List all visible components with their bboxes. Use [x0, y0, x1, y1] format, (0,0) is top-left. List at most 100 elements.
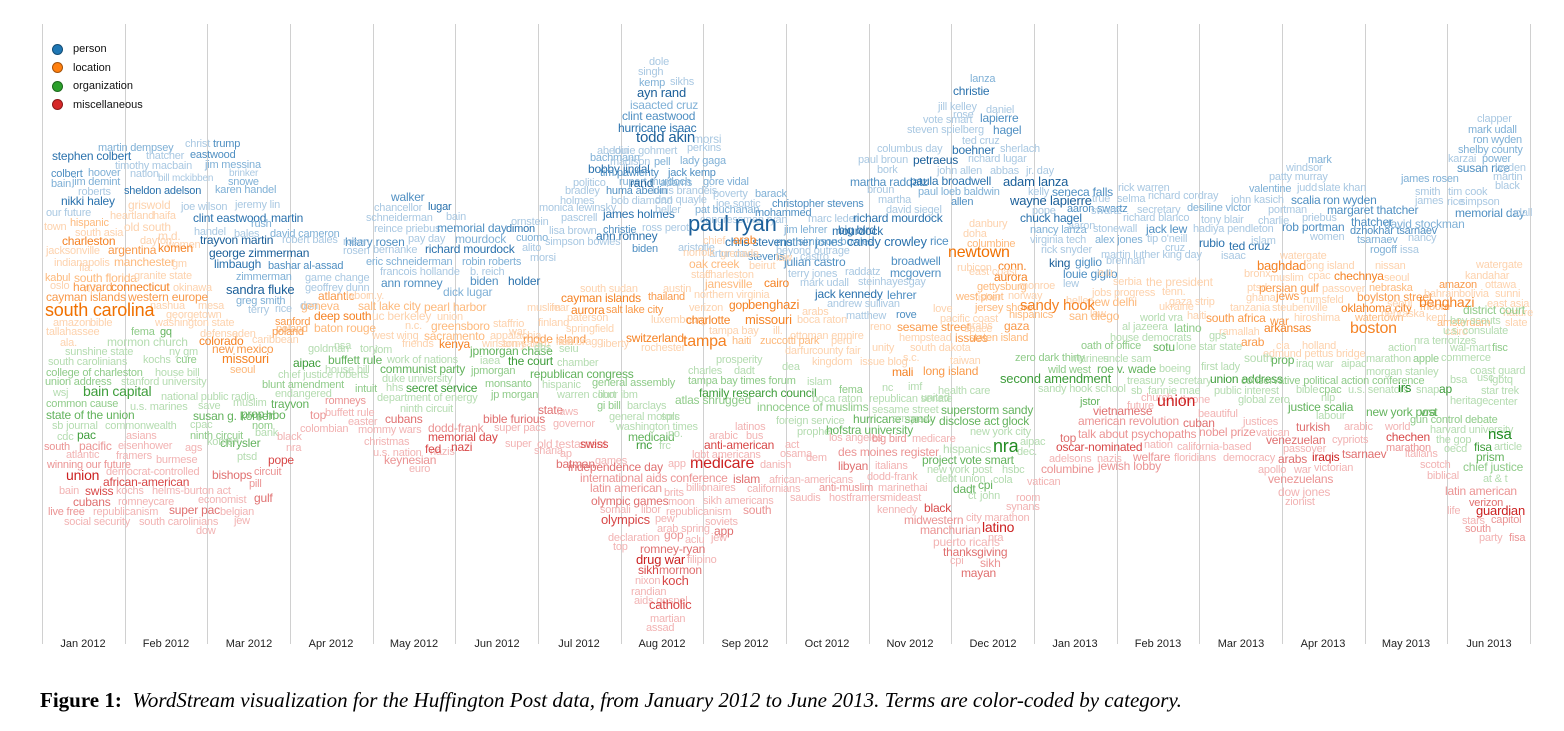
word-term-miscellaneous: california-based [1177, 440, 1252, 453]
word-term-organization: cpi [978, 477, 993, 492]
word-term-person: james rosen [1401, 172, 1459, 185]
word-term-organization: u.s. consulate [1443, 324, 1509, 337]
word-term-miscellaneous: anti-american [704, 437, 775, 452]
word-term-person: isaac [1221, 249, 1246, 262]
word-term-location: austin [663, 282, 692, 295]
word-term-miscellaneous: old testament [537, 436, 607, 451]
word-term-location: argentina [108, 242, 157, 257]
month-label: May 2013 [1381, 638, 1431, 650]
word-term-miscellaneous: cpi [950, 554, 964, 567]
word-term-organization: iraq war [1296, 357, 1334, 370]
word-term-location: beirut [749, 259, 776, 272]
word-term-location: bronx [1244, 267, 1271, 280]
word-term-organization: intuit [355, 382, 378, 395]
word-term-miscellaneous: african-american [103, 474, 190, 489]
word-term-miscellaneous: party [1479, 531, 1503, 544]
word-term-person: bachmann [590, 151, 640, 164]
word-term-location: union [437, 310, 463, 323]
word-term-miscellaneous: dow jones [1278, 484, 1331, 499]
word-term-location: ptsd [1247, 281, 1267, 294]
word-term-person: wayne lapierre [1010, 192, 1092, 208]
word-term-organization: family research council [699, 385, 817, 400]
word-term-person: abbas [990, 164, 1019, 177]
word-term-miscellaneous: oscar-nominated [1056, 439, 1143, 454]
word-term-miscellaneous: live free [48, 505, 85, 518]
word-term-person: shelby county [1458, 143, 1523, 156]
word-term-person: pat buchanan [695, 203, 760, 216]
word-term-miscellaneous: chechen [1386, 429, 1430, 444]
month-gridline [455, 24, 456, 644]
word-term-organization: wal-mart [1450, 341, 1491, 354]
word-term-location: ala. [60, 336, 77, 349]
word-term-person: hoover [88, 166, 121, 179]
word-term-organization: house democrats [1110, 331, 1192, 344]
word-term-location: hempstead [899, 331, 952, 344]
word-term-miscellaneous: columbine [1041, 461, 1094, 476]
word-term-person: valentine [1249, 182, 1292, 195]
word-term-person: limbaugh [214, 256, 262, 271]
word-term-organization: article [1494, 440, 1522, 453]
word-term-location: ramallah [1219, 325, 1260, 338]
word-term-person: slate khan [1318, 181, 1367, 194]
word-term-miscellaneous: soviets [705, 515, 738, 528]
word-term-organization: iaea [480, 354, 500, 367]
word-term-organization: hsbc [1002, 463, 1025, 476]
word-term-person: raddatz [845, 265, 881, 278]
word-term-miscellaneous: midwestern [904, 512, 964, 527]
word-term-location: seoul [1384, 271, 1410, 284]
word-term-organization: goldman [308, 342, 349, 355]
word-term-organization: morgan stanley [1366, 365, 1439, 378]
word-term-miscellaneous: city marathon [966, 511, 1030, 524]
word-term-location: pacific coast [940, 312, 998, 325]
word-term-location: mesa [198, 299, 225, 312]
word-term-miscellaneous: bain [59, 484, 79, 497]
word-term-miscellaneous: synans [1006, 500, 1040, 513]
word-term-miscellaneous: nra [988, 531, 1004, 544]
word-term-miscellaneous: helms-burton act [152, 484, 231, 497]
word-term-location: space [964, 322, 993, 335]
word-term-organization: kochs [143, 353, 171, 366]
word-term-location: oklahoma city [1341, 300, 1412, 315]
word-term-miscellaneous: kochs [116, 484, 144, 497]
word-term-person: beyond outrage [776, 244, 850, 257]
word-term-organization: republican congress [530, 366, 634, 381]
word-term-organization: sb journal [52, 419, 98, 432]
word-term-location: law [1090, 307, 1106, 320]
word-term-organization: dea [782, 360, 800, 373]
word-term-location: sunni [1495, 287, 1521, 300]
word-term-person: reince priebus [374, 222, 441, 235]
word-term-person: timothy macbain [115, 159, 193, 172]
word-term-location: kingdom [812, 355, 853, 368]
word-term-person: martha raddatz [850, 174, 928, 189]
word-term-miscellaneous: easter [348, 415, 378, 428]
word-term-person: mcgovern [890, 265, 942, 280]
word-term-person: singh [638, 65, 664, 78]
word-term-location: arabs [802, 305, 829, 318]
word-term-person: brinker [229, 167, 259, 179]
word-term-location: sacramento [424, 328, 485, 343]
word-term-miscellaneous: dem [806, 451, 827, 464]
word-term-location: haiti [732, 334, 752, 347]
word-term-miscellaneous: arabs [1278, 451, 1308, 466]
word-term-person: mohammed [755, 206, 812, 219]
word-term-location: kent [1426, 311, 1446, 324]
word-term-organization: the court [508, 353, 553, 368]
word-term-miscellaneous: olympics [601, 511, 650, 527]
word-term-location: amazon [1439, 278, 1477, 291]
word-term-person: john allen [937, 164, 983, 177]
word-term-organization: gps [1209, 329, 1227, 342]
word-term-organization: cola [993, 473, 1013, 486]
word-term-person: pay day [408, 232, 446, 245]
word-term-organization: splc [661, 410, 680, 423]
word-term-miscellaneous: buffett rule [325, 406, 375, 419]
organization-color-dot-icon [52, 80, 63, 92]
word-term-organization: aipac [1020, 435, 1046, 448]
word-term-person: nikki haley [61, 193, 115, 208]
word-term-person: stevens [748, 250, 785, 263]
word-term-location: nature [1503, 306, 1533, 319]
word-term-location: manchester [114, 254, 175, 269]
word-term-miscellaneous: somali [600, 503, 631, 516]
word-term-location: passover [1322, 282, 1366, 295]
word-term-person: mourdock [455, 231, 507, 246]
word-term-person: dimon [506, 222, 535, 235]
